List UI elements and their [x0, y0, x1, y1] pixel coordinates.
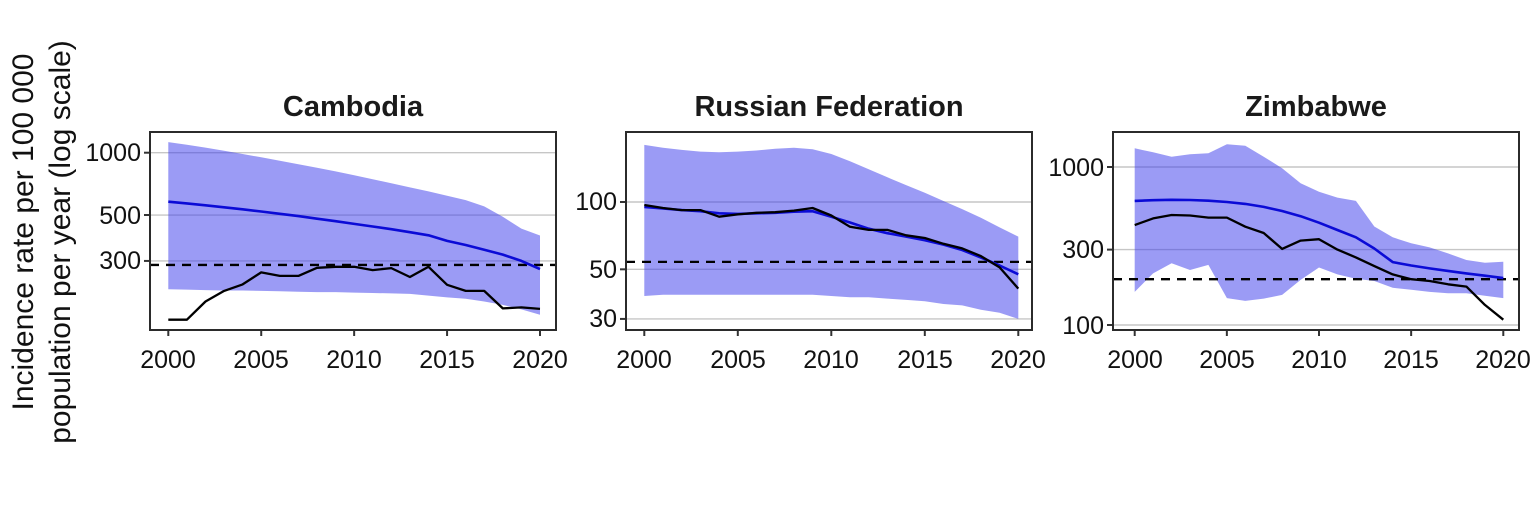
- y-tick-label: 500: [99, 202, 141, 230]
- notification-rate-line: [168, 265, 541, 321]
- plot-border: [149, 131, 557, 331]
- plot-border: [625, 131, 1033, 331]
- y-tick-label: 1000: [85, 139, 141, 167]
- uncertainty-band: [168, 142, 541, 315]
- y-tick-label: 1000: [1048, 154, 1104, 182]
- x-tick-label: 2005: [1199, 346, 1255, 374]
- y-tick-label: 100: [1062, 312, 1104, 340]
- x-tick-label: 2010: [803, 346, 859, 374]
- panel-title-russian-federation: Russian Federation: [694, 91, 963, 123]
- notification-rate-line: [1134, 213, 1505, 321]
- x-tick-label: 2015: [419, 346, 475, 374]
- x-tick-label: 2020: [1475, 346, 1531, 374]
- x-tick-label: 2015: [897, 346, 953, 374]
- panel-russian-federation-graphics: [620, 131, 1033, 336]
- estimated-incidence-line: [168, 200, 541, 271]
- x-tick-label: 2010: [326, 346, 382, 374]
- panel-title-cambodia: Cambodia: [283, 91, 424, 123]
- y-tick-label: 30: [589, 305, 617, 333]
- x-tick-label: 2020: [512, 346, 568, 374]
- x-tick-label: 2005: [233, 346, 289, 374]
- uncertainty-band: [644, 144, 1019, 319]
- x-tick-label: 2010: [1291, 346, 1347, 374]
- x-tick-label: 2005: [710, 346, 766, 374]
- x-tick-label: 2000: [140, 346, 196, 374]
- estimated-incidence-line: [1134, 198, 1504, 280]
- y-axis-title-line1: Incidence rate per 100 000: [7, 54, 40, 411]
- x-tick-label: 2015: [1383, 346, 1439, 374]
- panel-zimbabwe-graphics: [1107, 131, 1520, 336]
- y-tick-label: 300: [99, 247, 141, 275]
- y-axis-title-line2: population per year (log scale): [44, 40, 77, 444]
- notification-rate-line: [644, 203, 1020, 290]
- panel-cambodia-graphics: [144, 131, 557, 336]
- x-tick-label: 2020: [990, 346, 1046, 374]
- panel-title-zimbabwe: Zimbabwe: [1245, 91, 1387, 123]
- y-tick-label: 100: [575, 188, 617, 216]
- x-tick-label: 2000: [616, 346, 672, 374]
- x-tick-label: 2000: [1107, 346, 1163, 374]
- plot-border: [1112, 131, 1520, 331]
- y-tick-label: 300: [1062, 236, 1104, 264]
- y-tick-label: 50: [589, 256, 617, 284]
